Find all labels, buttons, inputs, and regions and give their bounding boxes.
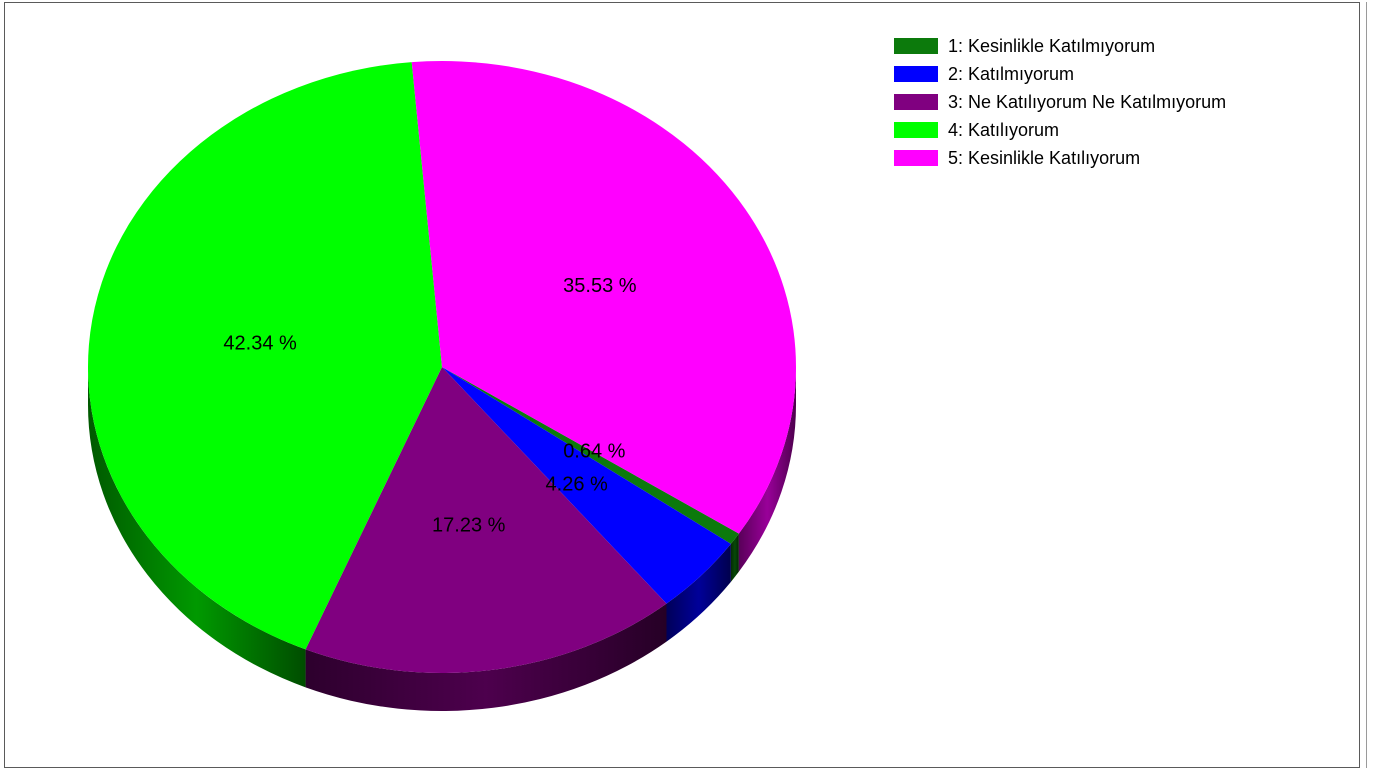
pie-slice-side: [305, 603, 667, 711]
pie-slice: [87, 62, 443, 650]
legend-item: 2: Katılmıyorum: [894, 60, 1226, 88]
legend-swatch: [894, 94, 938, 110]
legend-item: 5: Kesinlikle Katılıyorum: [894, 144, 1226, 172]
legend-label: 1: Kesinlikle Katılmıyorum: [948, 35, 1156, 56]
pie-slice-side: [730, 533, 739, 582]
legend-item: 1: Kesinlikle Katılmıyorum: [894, 32, 1226, 60]
slice-data-label: 17.23 %: [432, 514, 506, 536]
pie-slice-side: [88, 367, 306, 688]
legend-label: 4: Katılıyorum: [948, 119, 1060, 140]
legend-swatch: [894, 66, 938, 82]
slice-data-label: 35.53 %: [563, 275, 637, 297]
slice-data-label: 4.26 %: [546, 473, 608, 495]
legend-item: 4: Katılıyorum: [894, 116, 1226, 144]
slice-data-label: 0.64 %: [563, 440, 625, 462]
pie-slice: [442, 367, 739, 544]
frame-shadow: [1366, 2, 1367, 768]
legend-item: 3: Ne Katılıyorum Ne Katılmıyorum: [894, 88, 1226, 116]
legend-swatch: [894, 38, 938, 54]
pie-slice-side: [666, 543, 731, 642]
legend-swatch: [894, 122, 938, 138]
legend: 1: Kesinlikle Katılmıyorum 2: Katılmıyor…: [894, 32, 1226, 172]
pie-slice: [305, 367, 667, 673]
pie-slice: [442, 367, 731, 604]
legend-label: 2: Katılmıyorum: [948, 63, 1075, 84]
legend-label: 5: Kesinlikle Katılıyorum: [948, 147, 1141, 168]
legend-label: 3: Ne Katılıyorum Ne Katılmıyorum: [948, 91, 1227, 112]
slice-data-label: 42.34 %: [223, 332, 297, 354]
legend-swatch: [894, 150, 938, 166]
pie-slice: [411, 60, 796, 534]
pie-slice-side: [738, 367, 796, 572]
